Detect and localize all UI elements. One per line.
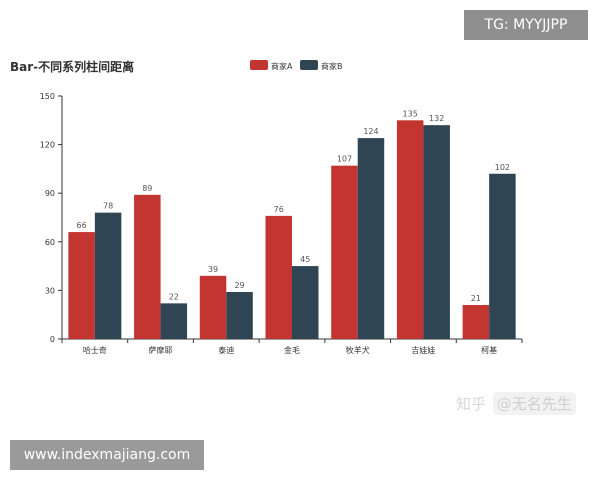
legend: 商家A 商家B xyxy=(250,60,343,71)
legend-label: 商家B xyxy=(321,61,343,71)
bar-value-label: 89 xyxy=(142,184,152,193)
zhihu-author: @无名先生 xyxy=(492,392,576,415)
y-tick-label: 90 xyxy=(45,189,55,198)
bar-value-label: 102 xyxy=(495,163,510,172)
x-tick-label: 萨摩耶 xyxy=(149,345,173,355)
x-tick-label: 金毛 xyxy=(284,345,300,355)
bar xyxy=(462,304,490,339)
bar xyxy=(94,212,122,339)
bar-value-label: 21 xyxy=(471,294,481,303)
bar xyxy=(199,275,227,339)
x-tick-label: 吉娃娃 xyxy=(411,345,435,355)
legend-swatch xyxy=(250,60,268,70)
legend-swatch xyxy=(300,60,318,70)
bar xyxy=(292,266,319,339)
bar xyxy=(423,125,450,339)
y-axis: 0 30 60 90 120 150 xyxy=(40,92,63,344)
bar xyxy=(357,138,385,339)
legend-label: 商家A xyxy=(271,61,293,71)
bar xyxy=(134,194,161,339)
bar-value-label: 76 xyxy=(274,205,284,214)
data-labels: 66 89 39 76 107 135 21 78 22 29 45 124 132 102 xyxy=(77,109,511,303)
site-watermark: www.indexmajiang.com xyxy=(10,440,204,470)
x-axis: 哈士奇 萨摩耶 泰迪 金毛 牧羊犬 吉娃娃 柯基 xyxy=(61,338,523,355)
bar-value-label: 45 xyxy=(300,255,310,264)
bar-value-label: 135 xyxy=(403,109,418,118)
bar-value-label: 22 xyxy=(169,292,179,301)
zhihu-watermark: 知乎 @无名先生 xyxy=(456,392,576,415)
bar xyxy=(226,292,253,339)
bar xyxy=(489,173,516,339)
y-tick-label: 60 xyxy=(45,238,55,247)
bar-value-label: 107 xyxy=(337,155,352,164)
y-tick-label: 30 xyxy=(45,286,55,295)
bar-value-label: 78 xyxy=(103,202,113,211)
x-tick-label: 哈士奇 xyxy=(83,345,107,355)
bars xyxy=(68,120,516,339)
bar-value-label: 66 xyxy=(77,221,87,230)
chart-title: Bar-不同系列柱间距离 xyxy=(10,59,134,74)
bar-value-label: 39 xyxy=(208,265,218,274)
bar-value-label: 29 xyxy=(234,281,244,290)
x-tick-label: 泰迪 xyxy=(218,345,234,355)
bar-value-label: 124 xyxy=(363,127,378,136)
zhihu-prefix: 知乎 xyxy=(456,395,491,413)
bar xyxy=(160,303,188,339)
bar-value-label: 132 xyxy=(429,114,444,123)
y-tick-label: 0 xyxy=(50,335,55,344)
bar xyxy=(265,215,292,339)
x-tick-label: 牧羊犬 xyxy=(346,345,370,355)
y-tick-label: 120 xyxy=(40,141,55,150)
bar xyxy=(396,120,424,339)
bar xyxy=(68,232,95,339)
bar xyxy=(331,165,358,339)
y-tick-label: 150 xyxy=(40,92,55,101)
x-tick-label: 柯基 xyxy=(481,345,497,355)
tg-watermark: TG: MYYJJPP xyxy=(464,10,588,40)
